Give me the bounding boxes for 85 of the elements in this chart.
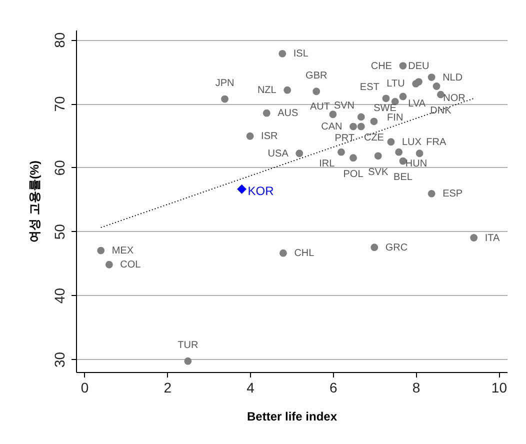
point: [382, 94, 390, 102]
point: [284, 86, 292, 94]
point: [221, 95, 228, 103]
point: [246, 132, 254, 140]
point: [350, 122, 357, 130]
point: [370, 118, 378, 126]
annotation: SVK: [368, 166, 388, 178]
point: [184, 357, 192, 365]
x-axis-title: Better life index: [246, 410, 338, 424]
point: [237, 184, 247, 194]
annotation: CAN: [321, 122, 342, 133]
point: [262, 109, 270, 117]
point: [395, 148, 403, 156]
point: [296, 150, 304, 158]
point: [105, 260, 113, 268]
point: [278, 50, 286, 58]
x-tick-label: 0: [80, 380, 89, 396]
y-tick-label: 80: [52, 32, 68, 48]
annotation: AUT: [310, 101, 330, 112]
point: [436, 90, 444, 98]
point: [374, 152, 382, 160]
annotation: LVA: [408, 98, 426, 110]
annotation: LTU: [386, 78, 405, 90]
annotation: NOR: [443, 92, 466, 104]
point: [432, 82, 440, 90]
point: [97, 246, 105, 254]
annotation: GBR: [306, 70, 328, 82]
point: [399, 92, 407, 100]
annotation: ESP: [442, 188, 463, 200]
annotation: AUS: [278, 108, 299, 120]
x-tick-label: 4: [246, 380, 255, 396]
x-tick-label: 8: [412, 380, 420, 396]
annotation: BEL: [394, 172, 413, 184]
x-tick-label: 2: [164, 380, 172, 396]
annotation: JPN: [215, 78, 234, 90]
x-tick-label: 10: [491, 380, 508, 396]
annotation: IRL: [319, 158, 336, 170]
annotation: COL: [120, 260, 142, 271]
annotation: CHL: [294, 248, 315, 260]
x-tick-label: 6: [330, 380, 338, 396]
point: [428, 190, 436, 198]
point: [280, 249, 287, 257]
annotation: CZE: [364, 132, 384, 144]
y-tick-label: 50: [52, 224, 68, 240]
annotation: HUN: [405, 158, 428, 170]
point: [470, 234, 478, 242]
annotation: DNK: [430, 106, 452, 117]
y-tick-label: 60: [52, 160, 68, 176]
point: [329, 110, 337, 118]
point: [338, 148, 345, 156]
point: [415, 78, 422, 86]
y-tick-label: 30: [52, 352, 68, 368]
annotation: GRC: [385, 242, 408, 254]
annotation: FRA: [426, 136, 446, 148]
annotation: TUR: [178, 340, 198, 352]
annotation: CHE: [370, 60, 392, 72]
annotation: PRT: [334, 133, 355, 144]
point: [370, 244, 378, 252]
annotation: POL: [343, 168, 364, 180]
annotation: FIN: [387, 112, 404, 124]
annotation: EST: [360, 82, 380, 93]
point: [428, 74, 436, 82]
point: [387, 138, 395, 146]
point: [350, 154, 357, 162]
annotation: ISR: [261, 131, 278, 142]
annotation: MEX: [112, 246, 134, 257]
series-label: KOR: [248, 184, 274, 198]
point: [357, 113, 365, 121]
annotation: USA: [268, 148, 289, 160]
point: [399, 157, 407, 165]
annotation: ITA: [484, 232, 500, 244]
annotation: SWE: [374, 103, 397, 114]
annotation: NLD: [442, 72, 463, 84]
annotation: LUX: [402, 136, 422, 148]
y-axis-title: 여성 고용률(%): [28, 160, 42, 242]
point: [399, 62, 407, 70]
point: [312, 88, 320, 96]
point: [416, 150, 424, 158]
y-tick-label: 70: [52, 96, 68, 112]
annotation: SVN: [334, 100, 355, 112]
annotation: ISL: [293, 48, 309, 60]
annotation: NZL: [257, 85, 277, 96]
annotation: DEU: [408, 60, 430, 72]
y-tick-label: 40: [52, 288, 68, 304]
point: [357, 122, 365, 130]
